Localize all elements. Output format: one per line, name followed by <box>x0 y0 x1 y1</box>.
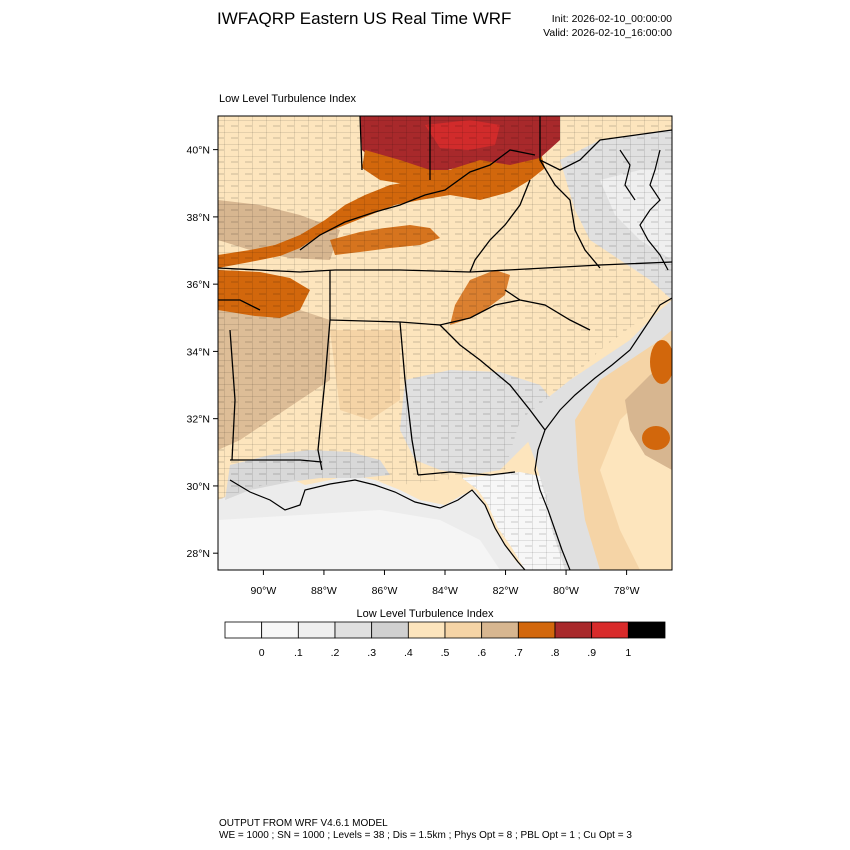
colorbar-swatch <box>261 621 299 639</box>
footer-options-line: WE = 1000 ; SN = 1000 ; Levels = 38 ; Di… <box>219 830 632 841</box>
colorbar-swatch <box>481 621 519 639</box>
map-field <box>218 116 672 570</box>
lon-tick-label: 88°W <box>311 585 337 597</box>
lat-tick-label: 28°N <box>187 548 210 560</box>
colorbar-swatch <box>554 621 593 639</box>
lat-tick-label: 34°N <box>187 346 210 358</box>
colorbar-swatch <box>627 621 666 639</box>
colorbar-swatch <box>371 621 409 639</box>
colorbar-tick-label: 1 <box>625 647 631 659</box>
lon-tick-label: 82°W <box>493 585 519 597</box>
colorbar-tick-label: .3 <box>367 647 376 659</box>
latitude-axis: 28°N 30°N 32°N 34°N 36°N 38°N 40°N <box>187 145 218 560</box>
lon-tick-label: 78°W <box>614 585 640 597</box>
colorbar-swatch <box>591 621 629 639</box>
colorbar-tick-label: .6 <box>477 647 486 659</box>
colorbar-tick-label: 0 <box>259 647 265 659</box>
lat-tick-label: 32°N <box>187 414 210 426</box>
colorbar-swatch <box>444 621 483 639</box>
colorbar: 0 .1 .2 .3 .4 .5 .6 .7 .8 .9 1 <box>224 621 666 659</box>
lat-tick-label: 40°N <box>187 145 210 157</box>
colorbar-tick-label: .4 <box>404 647 413 659</box>
variable-label: Low Level Turbulence Index <box>219 93 356 105</box>
colorbar-tick-label: .1 <box>294 647 303 659</box>
footer-model-line: OUTPUT FROM WRF V4.6.1 MODEL <box>219 818 388 829</box>
lat-tick-label: 36°N <box>187 279 210 291</box>
lon-tick-label: 86°W <box>372 585 398 597</box>
colorbar-swatch <box>517 621 556 639</box>
colorbar-swatch <box>297 621 336 639</box>
lat-tick-label: 38°N <box>187 212 210 224</box>
valid-time: Valid: 2026-02-10_16:00:00 <box>543 27 672 39</box>
colorbar-tick-label: .8 <box>551 647 560 659</box>
colorbar-swatch <box>334 621 373 639</box>
colorbar-tick-label: .2 <box>331 647 340 659</box>
colorbar-tick-label: .5 <box>441 647 450 659</box>
init-time: Init: 2026-02-10_00:00:00 <box>551 13 672 25</box>
lon-tick-label: 84°W <box>432 585 458 597</box>
lon-tick-label: 80°W <box>553 585 579 597</box>
longitude-axis: 90°W 88°W 86°W 84°W 82°W 80°W 78°W <box>251 570 640 597</box>
colorbar-tick-label: .9 <box>587 647 596 659</box>
plot-title: IWFAQRP Eastern US Real Time WRF <box>217 9 512 28</box>
lat-tick-label: 30°N <box>187 481 210 493</box>
colorbar-swatch <box>407 621 446 639</box>
lon-tick-label: 90°W <box>251 585 277 597</box>
colorbar-tick-label: .7 <box>514 647 523 659</box>
colorbar-swatch <box>224 621 263 639</box>
colorbar-label: Low Level Turbulence Index <box>356 608 494 620</box>
